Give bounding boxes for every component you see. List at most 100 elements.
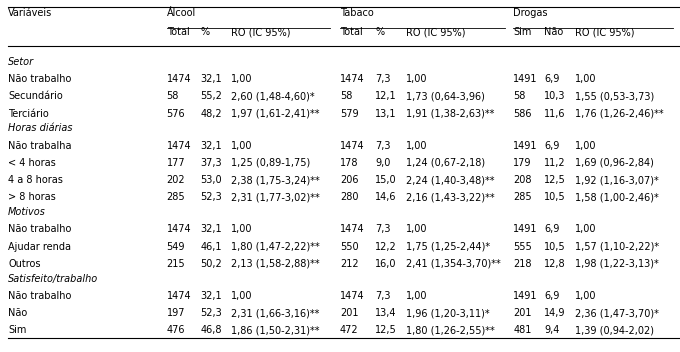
Text: 50,2: 50,2 — [201, 259, 222, 269]
Text: 177: 177 — [167, 158, 185, 168]
Text: 10,3: 10,3 — [544, 91, 566, 101]
Text: 6,9: 6,9 — [544, 224, 560, 234]
Text: 1,25 (0,89-1,75): 1,25 (0,89-1,75) — [231, 158, 311, 168]
Text: 13,1: 13,1 — [375, 108, 397, 119]
Text: 1,00: 1,00 — [575, 291, 596, 301]
Text: 1,69 (0,96-2,84): 1,69 (0,96-2,84) — [575, 158, 653, 168]
Text: 1,00: 1,00 — [406, 224, 428, 234]
Text: 58: 58 — [513, 91, 526, 101]
Text: Não trabalho: Não trabalho — [8, 291, 71, 301]
Text: 1,00: 1,00 — [231, 224, 253, 234]
Text: Drogas: Drogas — [513, 8, 548, 18]
Text: RO (IC 95%): RO (IC 95%) — [575, 27, 634, 37]
Text: 1,00: 1,00 — [406, 140, 428, 151]
Text: < 4 horas: < 4 horas — [8, 158, 56, 168]
Text: 6,9: 6,9 — [544, 74, 560, 84]
Text: 1474: 1474 — [340, 74, 364, 84]
Text: 58: 58 — [167, 91, 179, 101]
Text: %: % — [201, 27, 209, 37]
Text: Terciário: Terciário — [8, 108, 49, 119]
Text: 2,41 (1,354-3,70)**: 2,41 (1,354-3,70)** — [406, 259, 500, 269]
Text: 1,97 (1,61-2,41)**: 1,97 (1,61-2,41)** — [231, 108, 320, 119]
Text: 1,96 (1,20-3,11)*: 1,96 (1,20-3,11)* — [406, 308, 490, 318]
Text: 6,9: 6,9 — [544, 291, 560, 301]
Text: Não trabalho: Não trabalho — [8, 224, 71, 234]
Text: 1474: 1474 — [167, 74, 191, 84]
Text: 1474: 1474 — [167, 140, 191, 151]
Text: 2,13 (1,58-2,88)**: 2,13 (1,58-2,88)** — [231, 259, 320, 269]
Text: Satisfeito/trabalho: Satisfeito/trabalho — [8, 274, 99, 284]
Text: 13,4: 13,4 — [375, 308, 397, 318]
Text: 1,24 (0,67-2,18): 1,24 (0,67-2,18) — [406, 158, 485, 168]
Text: > 8 horas: > 8 horas — [8, 192, 56, 202]
Text: 1,00: 1,00 — [575, 140, 596, 151]
Text: RO (IC 95%): RO (IC 95%) — [406, 27, 465, 37]
Text: 14,9: 14,9 — [544, 308, 566, 318]
Text: 1,00: 1,00 — [231, 74, 253, 84]
Text: 1,00: 1,00 — [406, 74, 428, 84]
Text: 9,0: 9,0 — [375, 158, 391, 168]
Text: Secundário: Secundário — [8, 91, 63, 101]
Text: 1491: 1491 — [513, 74, 538, 84]
Text: 1491: 1491 — [513, 291, 538, 301]
Text: 12,5: 12,5 — [375, 325, 397, 335]
Text: 1,00: 1,00 — [406, 291, 428, 301]
Text: 10,5: 10,5 — [544, 241, 566, 252]
Text: Não: Não — [8, 308, 27, 318]
Text: 52,3: 52,3 — [201, 192, 222, 202]
Text: 2,16 (1,43-3,22)**: 2,16 (1,43-3,22)** — [406, 192, 494, 202]
Text: 1,39 (0,94-2,02): 1,39 (0,94-2,02) — [575, 325, 653, 335]
Text: 2,60 (1,48-4,60)*: 2,60 (1,48-4,60)* — [231, 91, 315, 101]
Text: 1474: 1474 — [340, 224, 364, 234]
Text: 555: 555 — [513, 241, 532, 252]
Text: 178: 178 — [340, 158, 358, 168]
Text: 201: 201 — [513, 308, 532, 318]
Text: 1474: 1474 — [167, 291, 191, 301]
Text: 1,73 (0,64-3,96): 1,73 (0,64-3,96) — [406, 91, 485, 101]
Text: %: % — [375, 27, 384, 37]
Text: 1,00: 1,00 — [231, 140, 253, 151]
Text: Ajudar renda: Ajudar renda — [8, 241, 71, 252]
Text: Horas diárias: Horas diárias — [8, 123, 73, 133]
Text: 9,4: 9,4 — [544, 325, 560, 335]
Text: 32,1: 32,1 — [201, 74, 222, 84]
Text: 2,31 (1,66-3,16)**: 2,31 (1,66-3,16)** — [231, 308, 320, 318]
Text: 37,3: 37,3 — [201, 158, 222, 168]
Text: 1491: 1491 — [513, 224, 538, 234]
Text: 1,55 (0,53-3,73): 1,55 (0,53-3,73) — [575, 91, 654, 101]
Text: 52,3: 52,3 — [201, 308, 222, 318]
Text: 11,6: 11,6 — [544, 108, 566, 119]
Text: 1,00: 1,00 — [575, 224, 596, 234]
Text: 208: 208 — [513, 175, 532, 185]
Text: Sim: Sim — [8, 325, 27, 335]
Text: 12,5: 12,5 — [544, 175, 566, 185]
Text: 16,0: 16,0 — [375, 259, 397, 269]
Text: 1,80 (1,47-2,22)**: 1,80 (1,47-2,22)** — [231, 241, 320, 252]
Text: 1,00: 1,00 — [231, 291, 253, 301]
Text: Álcool: Álcool — [167, 8, 196, 18]
Text: 15,0: 15,0 — [375, 175, 397, 185]
Text: Outros: Outros — [8, 259, 41, 269]
Text: Sim: Sim — [513, 27, 532, 37]
Text: 1,76 (1,26-2,46)**: 1,76 (1,26-2,46)** — [575, 108, 663, 119]
Text: 1,80 (1,26-2,55)**: 1,80 (1,26-2,55)** — [406, 325, 495, 335]
Text: 179: 179 — [513, 158, 532, 168]
Text: 46,8: 46,8 — [201, 325, 222, 335]
Text: 549: 549 — [167, 241, 185, 252]
Text: 1491: 1491 — [513, 140, 538, 151]
Text: 10,5: 10,5 — [544, 192, 566, 202]
Text: 550: 550 — [340, 241, 358, 252]
Text: 212: 212 — [340, 259, 358, 269]
Text: 2,36 (1,47-3,70)*: 2,36 (1,47-3,70)* — [575, 308, 658, 318]
Text: 285: 285 — [513, 192, 532, 202]
Text: 55,2: 55,2 — [201, 91, 222, 101]
Text: 58: 58 — [340, 91, 352, 101]
Text: Setor: Setor — [8, 57, 34, 67]
Text: 7,3: 7,3 — [375, 291, 391, 301]
Text: 215: 215 — [167, 259, 185, 269]
Text: 2,38 (1,75-3,24)**: 2,38 (1,75-3,24)** — [231, 175, 320, 185]
Text: 579: 579 — [340, 108, 358, 119]
Text: Não trabalha: Não trabalha — [8, 140, 71, 151]
Text: 197: 197 — [167, 308, 185, 318]
Text: 53,0: 53,0 — [201, 175, 222, 185]
